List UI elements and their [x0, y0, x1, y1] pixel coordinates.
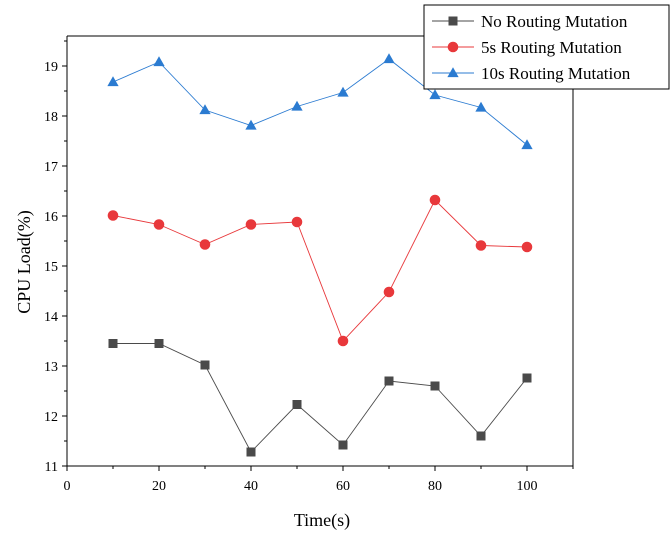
data-point: [291, 216, 303, 228]
x-axis-title: Time(s): [294, 510, 350, 531]
data-point: [476, 431, 486, 441]
series-layer: [107, 53, 533, 457]
y-tick-label-16: 16: [44, 210, 58, 225]
legend-item-3: 10s Routing Mutation: [432, 64, 631, 83]
x-tick-label-40: 40: [244, 479, 258, 494]
legend-label: No Routing Mutation: [481, 12, 628, 31]
x-tick-label-0: 0: [64, 479, 71, 494]
y-tick-label-15: 15: [44, 260, 58, 275]
data-point: [383, 286, 395, 298]
data-point: [245, 219, 257, 230]
data-point: [153, 56, 165, 67]
data-point: [291, 100, 303, 111]
data-point: [108, 339, 118, 348]
x-tick-label-100: 100: [517, 479, 538, 494]
data-point: [384, 376, 394, 386]
y-tick-label-11: 11: [45, 460, 58, 475]
data-point: [153, 219, 165, 230]
y-axis-title: CPU Load(%): [14, 210, 35, 313]
series-2: [107, 194, 533, 347]
series-line: [113, 343, 528, 453]
data-point: [430, 381, 440, 391]
data-point: [200, 360, 210, 370]
legend: No Routing Mutation 5s Routing Mutation 10…: [423, 4, 670, 90]
legend-item-1: No Routing Mutation: [432, 12, 628, 31]
data-point: [292, 400, 302, 409]
data-point: [338, 440, 348, 450]
data-point: [429, 194, 441, 206]
y-tick-label-13: 13: [44, 360, 58, 375]
data-point: [475, 240, 487, 251]
data-point: [199, 104, 211, 115]
y-tick-label-14: 14: [44, 310, 58, 325]
data-point: [107, 76, 119, 87]
data-point: [383, 53, 395, 64]
y-tick-label-19: 19: [44, 60, 58, 75]
y-axis: 11 12 13 14 15 16 17 18 19: [44, 40, 67, 475]
y-tick-label-17: 17: [44, 160, 58, 175]
legend-label: 10s Routing Mutation: [481, 64, 631, 83]
y-tick-label-12: 12: [44, 410, 58, 425]
data-point: [337, 86, 349, 97]
legend-label: 5s Routing Mutation: [481, 38, 622, 57]
data-point: [246, 447, 256, 457]
data-point: [475, 101, 487, 112]
x-tick-label-20: 20: [152, 479, 166, 494]
data-point: [107, 210, 119, 221]
data-point: [521, 139, 533, 150]
x-axis: 0 20 40 60 80 100: [64, 466, 574, 494]
data-point: [522, 373, 532, 383]
legend-item-2: 5s Routing Mutation: [432, 38, 622, 57]
data-point: [245, 119, 257, 130]
data-point: [154, 339, 164, 348]
data-point: [429, 89, 441, 100]
data-point: [199, 239, 211, 250]
data-point: [337, 335, 349, 347]
x-tick-label-80: 80: [428, 479, 442, 494]
data-point: [521, 241, 533, 253]
legend-marker: [447, 67, 459, 78]
legend-marker: [447, 41, 459, 53]
series-line: [112, 58, 528, 146]
x-tick-label-60: 60: [336, 479, 350, 494]
legend-marker: [448, 16, 458, 26]
series-line: [112, 199, 528, 342]
series-1: [108, 339, 532, 457]
y-tick-label-18: 18: [44, 110, 58, 125]
series-3: [107, 53, 533, 150]
plot-frame: [66, 35, 574, 467]
